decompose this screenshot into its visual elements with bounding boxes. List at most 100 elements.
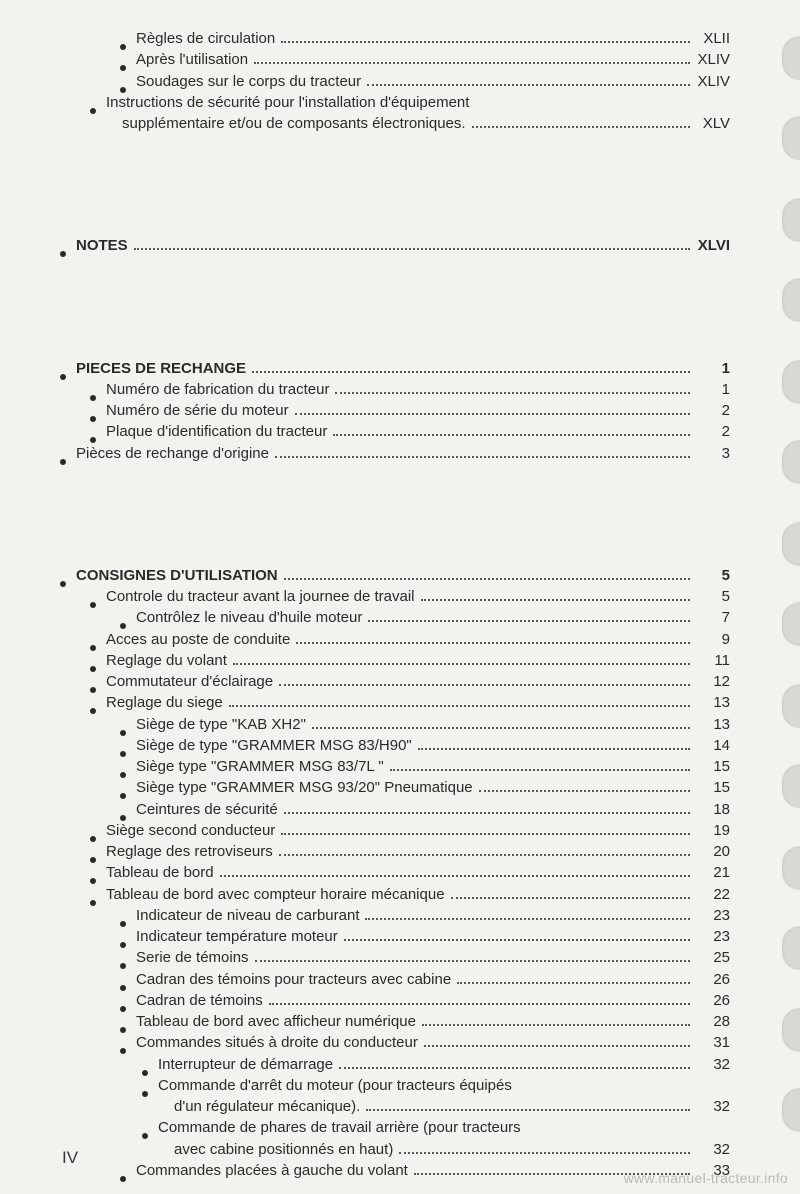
toc-label: Commutateur d'éclairage — [106, 672, 273, 692]
bullet-icon — [120, 815, 126, 821]
toc-page: 26 — [694, 991, 730, 1011]
binding-tab — [782, 602, 800, 646]
bullet-icon — [120, 793, 126, 799]
binding-tab — [782, 440, 800, 484]
toc-entry: CONSIGNES D'UTILISATION5 — [60, 566, 730, 586]
binding-tab — [782, 1088, 800, 1132]
toc-label: Instructions de sécurité pour l'installa… — [106, 93, 469, 113]
binding-tab — [782, 198, 800, 242]
toc-page: 5 — [694, 566, 730, 586]
bullet-icon — [120, 942, 126, 948]
toc-entry-continuation: d'un régulateur mécanique).32 — [60, 1097, 730, 1117]
toc-page: XLIV — [694, 50, 730, 70]
toc-label: avec cabine positionnés en haut) — [158, 1140, 393, 1160]
bullet-icon — [60, 581, 66, 587]
toc-label: Numéro de fabrication du tracteur — [106, 380, 329, 400]
bullet-icon — [90, 602, 96, 608]
bullet-icon — [90, 900, 96, 906]
toc-entry: Commande d'arrêt du moteur (pour tracteu… — [60, 1076, 730, 1096]
binding-tab — [782, 684, 800, 728]
toc-page: 2 — [694, 401, 730, 421]
binding-tab — [782, 764, 800, 808]
toc-label: Siège type "GRAMMER MSG 83/7L " — [136, 757, 384, 777]
toc-entry: Siège de type "GRAMMER MSG 83/H90"14 — [60, 736, 730, 756]
toc-page: 19 — [694, 821, 730, 841]
toc-label: Soudages sur le corps du tracteur — [136, 72, 361, 92]
toc-entry: Tableau de bord21 — [60, 863, 730, 883]
toc-entry: Indicateur température moteur23 — [60, 927, 730, 947]
toc-label: supplémentaire et/ou de composants élect… — [106, 114, 466, 134]
toc-page: 15 — [694, 778, 730, 798]
toc-label: Après l'utilisation — [136, 50, 248, 70]
bullet-icon — [60, 374, 66, 380]
toc-label: Tableau de bord — [106, 863, 214, 883]
toc-label: Ceintures de sécurité — [136, 800, 278, 820]
toc-page: 14 — [694, 736, 730, 756]
toc-label: Cadran des témoins pour tracteurs avec c… — [136, 970, 451, 990]
toc-page: 2 — [694, 422, 730, 442]
toc-entry: Après l'utilisation XLIV — [60, 50, 730, 70]
bullet-icon — [90, 395, 96, 401]
toc-label: Tableau de bord avec afficheur numérique — [136, 1012, 416, 1032]
toc-page: XLII — [694, 29, 730, 49]
bullet-icon — [120, 1176, 126, 1182]
bullet-icon — [90, 437, 96, 443]
bullet-icon — [142, 1091, 148, 1097]
bullet-icon — [120, 751, 126, 757]
bullet-icon — [120, 772, 126, 778]
toc-page: 25 — [694, 948, 730, 968]
binding-tab — [782, 360, 800, 404]
toc-label: Pièces de rechange d'origine — [76, 444, 269, 464]
bullet-icon — [142, 1133, 148, 1139]
toc-label: Reglage des retroviseurs — [106, 842, 273, 862]
toc-entry: Siège de type "KAB XH2"13 — [60, 715, 730, 735]
binding-tab — [782, 1008, 800, 1052]
binding-tab — [782, 926, 800, 970]
toc-entry: Pièces de rechange d'origine3 — [60, 444, 730, 464]
toc-label: Plaque d'identification du tracteur — [106, 422, 327, 442]
toc-label: Indicateur de niveau de carburant — [136, 906, 359, 926]
toc-page: 15 — [694, 757, 730, 777]
toc-label: PIECES DE RECHANGE — [76, 359, 246, 379]
toc-entry: Soudages sur le corps du tracteurXLIV — [60, 72, 730, 92]
bullet-icon — [120, 1048, 126, 1054]
bullet-icon — [90, 687, 96, 693]
bullet-icon — [60, 459, 66, 465]
toc-entry-continuation: avec cabine positionnés en haut) 32 — [60, 1140, 730, 1160]
toc-label: Commande d'arrêt du moteur (pour tracteu… — [158, 1076, 512, 1096]
toc-label: Tableau de bord avec compteur horaire mé… — [106, 885, 445, 905]
toc-label: Serie de témoins — [136, 948, 249, 968]
bullet-icon — [90, 645, 96, 651]
toc-entry: Cadran de témoins26 — [60, 991, 730, 1011]
toc-label: Commandes situés à droite du conducteur — [136, 1033, 418, 1053]
toc-label: d'un régulateur mécanique). — [158, 1097, 360, 1117]
bullet-icon — [90, 666, 96, 672]
toc-page: 5 — [694, 587, 730, 607]
binding-tab — [782, 278, 800, 322]
toc-entry: Siège type "GRAMMER MSG 93/20" Pneumatiq… — [60, 778, 730, 798]
toc-entry: Tableau de bord avec compteur horaire mé… — [60, 885, 730, 905]
bullet-icon — [90, 108, 96, 114]
toc-entry: Plaque d'identification du tracteur 2 — [60, 422, 730, 442]
toc-page: 32 — [694, 1140, 730, 1160]
binding-tabs — [772, 0, 800, 1194]
toc-page: 26 — [694, 970, 730, 990]
toc-entry: Controle du tracteur avant la journee de… — [60, 587, 730, 607]
toc-page: 1 — [694, 380, 730, 400]
bullet-icon — [120, 623, 126, 629]
toc-label: Contrôlez le niveau d'huile moteur — [136, 608, 362, 628]
toc-page: 13 — [694, 715, 730, 735]
toc-page: 1 — [694, 359, 730, 379]
bullet-icon — [120, 1027, 126, 1033]
toc-label: Siège type "GRAMMER MSG 93/20" Pneumatiq… — [136, 778, 473, 798]
binding-tab — [782, 846, 800, 890]
bullet-icon — [60, 251, 66, 257]
bullet-icon — [90, 878, 96, 884]
bullet-icon — [120, 87, 126, 93]
toc-entry: Indicateur de niveau de carburant23 — [60, 906, 730, 926]
bullet-icon — [120, 1006, 126, 1012]
toc-label: NOTES — [76, 236, 128, 256]
bullet-icon — [120, 730, 126, 736]
toc-label: Commandes placées à gauche du volant — [136, 1161, 408, 1181]
bullet-icon — [120, 44, 126, 50]
